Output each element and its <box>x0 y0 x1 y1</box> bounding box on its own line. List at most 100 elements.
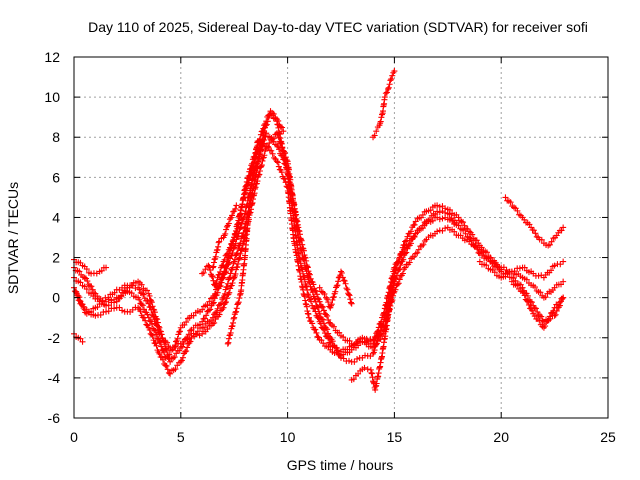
data-point-marker <box>451 228 458 235</box>
data-point-marker <box>542 323 549 330</box>
data-point-marker <box>162 362 169 369</box>
data-point-marker <box>221 256 228 263</box>
data-point-marker <box>388 278 395 285</box>
data-point-marker <box>324 312 331 319</box>
x-tick-label: 0 <box>70 429 78 445</box>
data-point-marker <box>402 238 409 245</box>
data-point-marker <box>545 317 552 324</box>
data-point-marker <box>205 262 212 269</box>
data-point-marker <box>261 122 268 129</box>
data-point-marker <box>258 162 265 169</box>
data-point-marker <box>304 291 311 298</box>
data-point-marker <box>146 326 153 333</box>
data-point-marker <box>182 348 189 355</box>
data-point-marker <box>340 334 347 341</box>
data-point-marker <box>303 283 310 290</box>
data-point-marker <box>209 264 216 271</box>
data-point-marker <box>306 279 313 286</box>
data-point-marker <box>371 337 378 344</box>
data-point-marker <box>523 276 530 283</box>
data-point-marker <box>199 318 206 325</box>
data-point-marker <box>273 142 280 149</box>
data-point-marker <box>313 291 320 298</box>
data-point-marker <box>156 350 163 357</box>
data-point-marker <box>154 316 161 323</box>
data-point-marker <box>336 329 343 336</box>
data-point-marker <box>211 295 218 302</box>
data-point-marker <box>225 335 232 342</box>
data-point-marker <box>552 311 559 318</box>
data-point-marker <box>260 125 267 132</box>
data-point-marker <box>172 366 179 373</box>
data-point-marker <box>77 335 84 342</box>
data-point-marker <box>264 143 271 150</box>
data-point-marker <box>342 280 349 287</box>
data-point-marker <box>429 217 436 224</box>
data-point-marker <box>187 338 194 345</box>
data-point-marker <box>236 255 243 262</box>
data-point-marker <box>371 347 378 354</box>
data-point-marker <box>320 307 327 314</box>
data-point-marker <box>227 329 234 336</box>
data-point-marker <box>391 68 398 75</box>
data-point-marker <box>172 343 179 350</box>
data-point-marker <box>153 342 160 349</box>
data-point-marker <box>280 128 287 135</box>
data-point-marker <box>375 324 382 331</box>
data-point-marker <box>311 305 318 312</box>
data-point-marker <box>160 356 166 363</box>
axis-tick-labels: 0 5 10 15 20 25 -6 -4 -2 0 2 4 6 8 10 12 <box>44 49 616 445</box>
data-point-marker <box>243 182 250 189</box>
data-point-marker <box>141 295 148 302</box>
data-point-marker <box>271 154 278 161</box>
data-point-marker <box>298 246 305 253</box>
data-point-marker <box>219 262 226 269</box>
data-point-marker <box>220 274 227 281</box>
data-point-marker <box>233 202 240 209</box>
data-point-marker <box>233 251 240 258</box>
data-point-marker <box>97 311 104 318</box>
data-point-marker <box>302 282 309 289</box>
data-point-marker <box>408 228 415 235</box>
data-point-marker <box>224 250 231 257</box>
data-point-marker <box>254 138 261 145</box>
data-point-marker <box>146 292 153 299</box>
data-point-marker <box>83 286 90 293</box>
data-point-marker <box>229 212 236 219</box>
data-point-marker <box>323 294 330 301</box>
data-point-marker <box>460 219 467 226</box>
data-point-marker <box>148 331 155 338</box>
data-point-marker <box>537 289 544 296</box>
data-point-marker <box>316 310 323 317</box>
data-point-marker <box>442 225 449 232</box>
data-point-marker <box>234 263 241 270</box>
data-point-marker <box>491 269 498 276</box>
data-point-marker <box>224 340 231 347</box>
data-point-marker <box>378 114 385 121</box>
data-point-marker <box>340 355 347 362</box>
data-point-marker <box>259 157 266 164</box>
data-point-marker <box>261 152 268 159</box>
data-point-marker <box>164 352 171 359</box>
data-point-marker <box>164 347 171 354</box>
data-point-marker <box>295 250 302 257</box>
data-point-marker <box>325 316 332 323</box>
data-point-marker <box>203 312 210 319</box>
data-point-marker <box>398 251 405 258</box>
data-point-marker <box>105 308 112 315</box>
data-point-marker <box>142 317 149 324</box>
x-tick-label: 20 <box>493 429 509 445</box>
data-point-marker <box>223 223 230 230</box>
data-point-marker <box>163 362 170 369</box>
data-point-marker <box>278 169 285 176</box>
data-point-marker <box>338 269 345 276</box>
data-point-marker <box>113 298 120 305</box>
data-point-marker <box>212 253 219 260</box>
data-point-marker <box>305 274 312 281</box>
data-point-marker <box>150 313 157 320</box>
data-point-marker <box>164 339 171 346</box>
data-point-marker <box>434 228 441 235</box>
data-point-marker <box>388 76 395 83</box>
data-point-marker <box>274 159 281 166</box>
